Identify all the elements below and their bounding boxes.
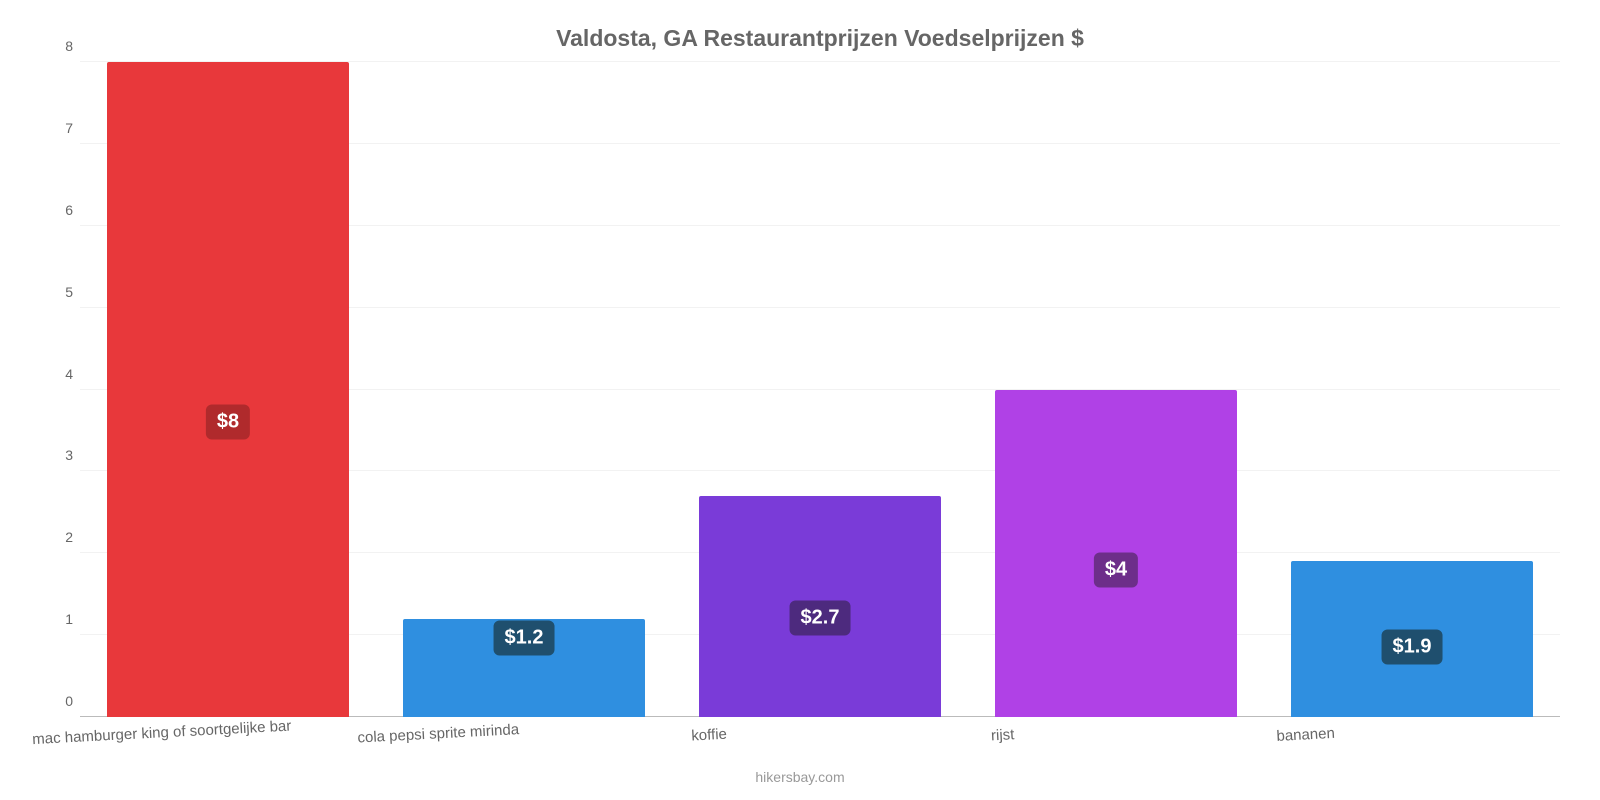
y-tick-label: 5 — [45, 284, 73, 300]
y-tick-label: 3 — [45, 447, 73, 463]
x-tick-label: rijst — [990, 726, 1014, 744]
bar-slot: $1.2cola pepsi sprite mirinda — [376, 62, 672, 717]
bar-slot: $8mac hamburger king of soortgelijke bar — [80, 62, 376, 717]
y-tick-label: 0 — [45, 693, 73, 709]
y-tick-label: 6 — [45, 202, 73, 218]
chart-title: Valdosta, GA Restaurantprijzen Voedselpr… — [80, 25, 1560, 52]
bar-value-label: $4 — [1094, 552, 1138, 587]
attribution-text: hikersbay.com — [755, 769, 844, 785]
bar-slot: $4rijst — [968, 62, 1264, 717]
bar-slot: $1.9bananen — [1264, 62, 1560, 717]
bar — [107, 62, 350, 717]
chart-container: Valdosta, GA Restaurantprijzen Voedselpr… — [0, 0, 1600, 800]
bar-value-label: $1.2 — [494, 621, 555, 656]
x-tick-label: bananen — [1276, 725, 1335, 745]
y-tick-label: 8 — [45, 38, 73, 54]
x-tick-label: koffie — [690, 726, 726, 745]
y-tick-label: 2 — [45, 529, 73, 545]
plot-area: 012345678$8mac hamburger king of soortge… — [80, 62, 1560, 717]
bar-value-label: $2.7 — [790, 600, 851, 635]
y-tick-label: 1 — [45, 611, 73, 627]
bar-value-label: $8 — [206, 405, 250, 440]
y-tick-label: 4 — [45, 366, 73, 382]
bar-slot: $2.7koffie — [672, 62, 968, 717]
bar-value-label: $1.9 — [1382, 629, 1443, 664]
x-tick-label: mac hamburger king of soortgelijke bar — [31, 718, 291, 749]
y-tick-label: 7 — [45, 120, 73, 136]
x-tick-label: cola pepsi sprite mirinda — [357, 721, 519, 746]
